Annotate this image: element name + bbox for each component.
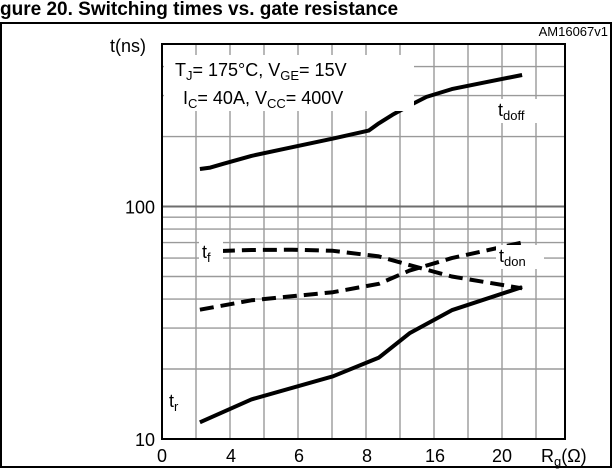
- series-tdoff-line: [199, 73, 523, 171]
- series-label-bg: [166, 390, 188, 414]
- series-tdon-label: tdon: [499, 246, 526, 269]
- figure-caption: gure 20. Switching times vs. gate resist…: [0, 0, 399, 20]
- series-tr-line: [199, 285, 523, 425]
- x-tick-label: 8: [362, 446, 372, 466]
- series-tdon-line: [199, 240, 523, 312]
- condition-line: IC= 40A, VCC= 400V: [183, 88, 343, 111]
- series-tf-line: [199, 247, 523, 291]
- x-tick-label: 4: [226, 446, 236, 466]
- series-tdoff-label: tdoff: [498, 100, 525, 123]
- y-tick-label: 10: [135, 430, 155, 450]
- series-tr-label: tr: [169, 391, 179, 414]
- x-axis-label: Rg(Ω): [541, 446, 587, 469]
- chart-frame: [0, 22, 612, 468]
- series-label-bg: [495, 99, 555, 123]
- figure-code: AM16067v1: [539, 24, 608, 39]
- series-label-bg: [199, 241, 223, 265]
- x-tick-label: 20: [492, 446, 512, 466]
- conditions-box: [164, 55, 414, 111]
- condition-line: TJ= 175°C, VGE= 15V: [175, 60, 347, 83]
- series-label-bg: [496, 245, 544, 269]
- series-tf-label: tf: [202, 242, 211, 265]
- x-tick-label: 6: [294, 446, 304, 466]
- y-axis-label: t(ns): [110, 36, 146, 56]
- labels: TJ= 175°C, VGE= 15V IC= 40A, VCC= 400V 10 1…: [125, 55, 555, 466]
- plot-area: [161, 43, 566, 440]
- curves: [199, 73, 523, 425]
- x-tick-label: 0: [157, 446, 167, 466]
- x-tick-label: 16: [425, 446, 445, 466]
- y-tick-label: 100: [125, 198, 155, 218]
